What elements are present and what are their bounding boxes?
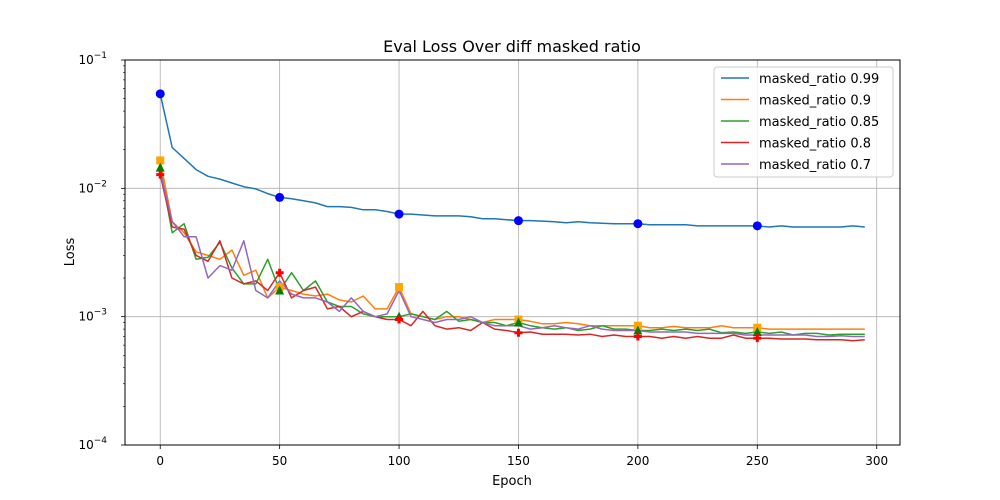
y-tick-label: 10−4 [78,436,107,452]
y-tick-label-base: 10 [78,53,93,67]
data-point-circle [752,221,762,231]
y-tick-label: 10−2 [78,179,107,195]
x-axis: 0 50 100 150 200 250 300 [156,445,888,468]
data-point-triangle [155,162,165,172]
data-point-circle [155,89,165,99]
data-point-plus [275,268,284,277]
x-tick-label: 100 [388,454,411,468]
data-point-triangle [513,317,523,327]
data-point-circle [275,192,285,202]
data-point-triangle [275,285,285,295]
y-tick-label: 10−3 [78,308,107,324]
plot-frame [124,59,901,446]
x-axis-title: Epoch [492,474,532,489]
chart-title: Eval Loss Over diff masked ratio [383,37,641,56]
legend-box [713,66,894,178]
y-tick-label-exponent: −3 [94,308,107,318]
legend-label: masked_ratio 0.9 [759,94,871,109]
y-tick-label-base: 10 [78,310,93,324]
series-line [159,171,865,338]
legend-label: masked_ratio 0.8 [759,137,871,152]
y-tick-label-exponent: −1 [94,51,107,61]
series-line [159,160,865,330]
data-point-triangle [752,326,762,336]
x-tick-label: 50 [272,454,287,468]
series-line [159,174,865,342]
legend: masked_ratio 0.99 masked_ratio 0.9 masked_… [713,66,894,178]
data-point-square [395,283,404,292]
y-tick-label-exponent: −2 [94,179,107,189]
data-point-circle [633,219,643,229]
y-tick-label-base: 10 [78,181,93,195]
legend-label: masked_ratio 0.99 [759,72,879,87]
x-tick-label: 200 [626,454,649,468]
data-point-plus [395,315,404,324]
y-axis-title: Loss [63,238,78,267]
data-point-plus [156,170,165,179]
data-point-triangle [633,325,643,335]
data-point-plus [753,334,762,343]
x-tick-label: 300 [865,454,888,468]
data-point-circle [394,209,404,219]
x-tick-label: 0 [156,454,164,468]
y-tick-label-base: 10 [78,438,93,452]
legend-label: masked_ratio 0.85 [759,115,879,130]
x-tick-label: 150 [507,454,530,468]
y-tick-label: 10−1 [78,51,107,67]
data-point-plus [514,328,523,337]
data-point-circle [513,216,523,226]
y-tick-label-exponent: −4 [94,436,108,446]
x-tick-label: 250 [746,454,769,468]
series-markers [155,89,762,343]
legend-label: masked_ratio 0.7 [759,158,871,173]
data-point-plus [633,332,642,341]
y-axis: 10−410−310−210−1 [78,51,125,452]
data-point-square [156,156,165,165]
